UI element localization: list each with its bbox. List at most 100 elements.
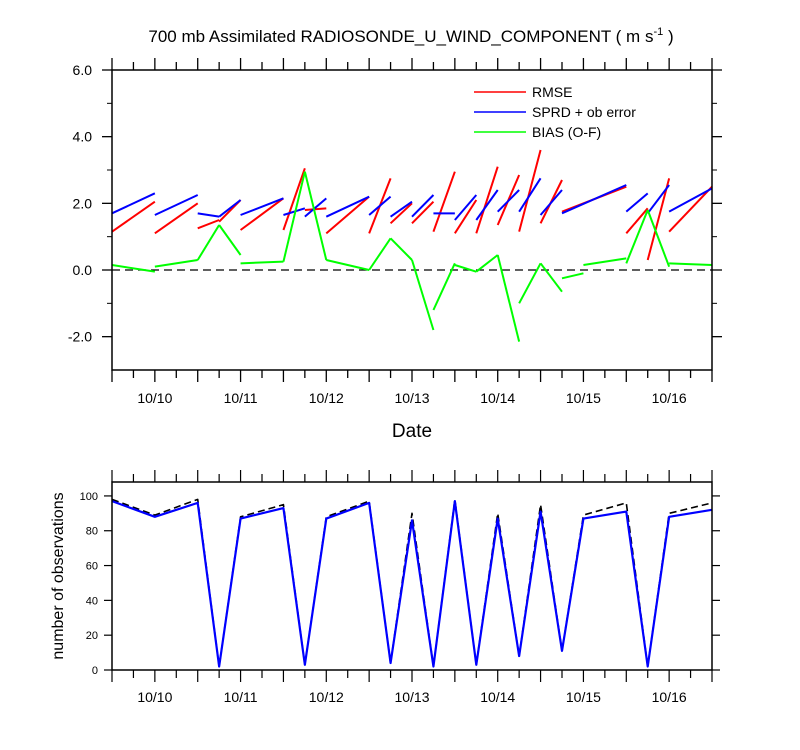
rmse-segment-19 <box>646 178 671 261</box>
bias-o-f-segment-17 <box>561 272 584 280</box>
sprd-ob-error-segment-13 <box>475 189 499 221</box>
y-axis-title-observations: number of observations <box>50 492 67 659</box>
rmse-segment-10 <box>411 200 435 225</box>
bottom-xtick-label-4: 10/14 <box>480 689 515 705</box>
sprd-ob-error-segment-8 <box>368 195 392 216</box>
top-xtick-label-1: 10/11 <box>224 390 258 406</box>
sprd-ob-error-segment-7 <box>325 195 370 218</box>
bias-o-f-segment-6 <box>303 171 328 261</box>
sprd-ob-error-segment-20 <box>668 187 713 213</box>
series-assimilated-observations <box>111 500 713 668</box>
rmse-segment-4 <box>239 197 285 231</box>
sprd-ob-error-segment-19 <box>646 184 670 214</box>
sprd-ob-error-segment-15 <box>518 177 542 213</box>
sprd-ob-error-segment-10 <box>411 194 435 218</box>
bottom-series-group <box>111 498 713 668</box>
bias-o-f-segment-2 <box>196 224 220 261</box>
bias-o-f-segment-1 <box>154 259 198 268</box>
x-axis-title: Date <box>392 421 432 442</box>
bottom-xtick-label-3: 10/13 <box>394 689 429 705</box>
bottom-ytick-label-2: 40 <box>86 595 98 607</box>
sprd-ob-error-segment-3 <box>218 199 242 218</box>
rmse-segment-5 <box>282 168 306 231</box>
bottom-ytick-label-3: 60 <box>86 561 98 573</box>
rmse-segment-13 <box>475 166 499 234</box>
rmse-segment-0 <box>111 200 156 233</box>
sprd-ob-error-segment-6 <box>304 197 327 218</box>
bottom-ytick-label-5: 100 <box>80 491 98 503</box>
rmse-segment-11 <box>432 171 456 233</box>
top-axes-group: 6.0 4.0 2.0 0.0 -2.0 10/10 10/11 10/12 10/13 10/1… <box>68 58 722 406</box>
rmse-segment-18 <box>625 207 649 234</box>
chart-title-unit-exponent: -1 <box>653 26 663 38</box>
top-xtick-label-3: 10/13 <box>394 390 429 406</box>
chart-title: 700 mb Assimilated RADIOSONDE_U_WIND_COM… <box>148 26 673 46</box>
top-ytick-label-1: 4.0 <box>73 129 93 145</box>
chart-title-text: 700 mb Assimilated RADIOSONDE_U_WIND_COM… <box>148 27 653 46</box>
sprd-ob-error-segment-0 <box>111 192 156 215</box>
legend-label-bias: BIAS (O-F) <box>532 124 601 140</box>
sprd-ob-error-segment-18 <box>625 192 649 213</box>
bias-o-f-segment-0 <box>111 264 156 273</box>
bias-o-f-segment-15 <box>518 262 542 304</box>
sprd-ob-error-segment-1 <box>154 194 199 216</box>
series-rmse <box>111 149 713 261</box>
rmse-segment-12 <box>454 199 478 234</box>
top-xtick-label-5: 10/15 <box>566 390 601 406</box>
bottom-xtick-label-2: 10/12 <box>309 689 344 705</box>
bias-o-f-segment-3 <box>218 224 242 256</box>
bottom-ytick-label-0: 0 <box>92 665 98 677</box>
top-ytick-label-4: -2.0 <box>68 329 92 345</box>
top-ytick-label-3: 0.0 <box>73 262 93 278</box>
bias-o-f-segment-21 <box>669 262 713 266</box>
chart-title-suffix: ) <box>663 27 673 46</box>
sprd-ob-error-segment-5 <box>283 207 306 216</box>
bias-o-f-segment-5 <box>282 171 306 262</box>
top-xtick-label-4: 10/14 <box>480 390 515 406</box>
top-xtick-label-0: 10/10 <box>137 390 172 406</box>
rmse-segment-7 <box>325 195 370 235</box>
rmse-segment-20 <box>668 185 713 233</box>
bottom-xtick-label-1: 10/11 <box>224 689 258 705</box>
top-ytick-label-2: 2.0 <box>73 195 93 211</box>
bias-o-f-segment-20 <box>646 209 671 268</box>
rmse-segment-15 <box>518 149 542 232</box>
bias-o-f-segment-8 <box>368 237 392 271</box>
rmse-segment-2 <box>197 219 220 230</box>
top-xtick-label-2: 10/12 <box>309 390 344 406</box>
sprd-ob-error-segment-9 <box>389 200 413 218</box>
sprd-ob-error-segment-14 <box>496 189 520 213</box>
bottom-ytick-label-1: 20 <box>86 630 98 642</box>
bias-o-f-segment-14 <box>496 254 521 342</box>
bias-o-f-segment-16 <box>539 262 563 293</box>
bias-o-f-segment-4 <box>240 260 284 265</box>
legend-label-rmse: RMSE <box>532 84 572 100</box>
rmse-segment-1 <box>154 202 199 235</box>
bottom-xtick-label-0: 10/10 <box>137 689 172 705</box>
top-plot-frame <box>111 69 713 371</box>
bottom-xtick-label-5: 10/15 <box>566 689 601 705</box>
bias-o-f-segment-11 <box>432 262 456 311</box>
bias-o-f-segment-12 <box>454 264 477 273</box>
bias-o-f-segment-9 <box>389 237 413 261</box>
series-bias-o-f <box>111 171 713 342</box>
series-sprd-ob-error <box>111 177 713 221</box>
bias-o-f-segment-19 <box>625 209 649 264</box>
bias-o-f-segment-10 <box>411 259 435 331</box>
bias-o-f-segment-7 <box>326 259 370 271</box>
legend: RMSE SPRD + ob error BIAS (O-F) <box>474 84 636 140</box>
rmse-segment-9 <box>389 202 413 225</box>
rmse-segment-6 <box>304 207 327 211</box>
bottom-plot-frame <box>111 481 713 671</box>
legend-label-sprd: SPRD + ob error <box>532 104 636 120</box>
bottom-ytick-label-4: 80 <box>86 526 98 538</box>
sprd-ob-error-segment-12 <box>454 194 478 221</box>
sprd-ob-error-segment-4 <box>240 197 284 216</box>
sprd-ob-error-segment-16 <box>539 189 563 216</box>
bottom-xtick-label-6: 10/16 <box>652 689 687 705</box>
sprd-ob-error-segment-2 <box>197 212 220 218</box>
top-ytick-label-0: 6.0 <box>73 62 93 78</box>
bottom-axes-group: 0 20 40 60 80 100 10/10 10/11 10/12 10/13 10/14 10/… <box>80 470 720 705</box>
bias-o-f-segment-18 <box>583 257 627 266</box>
